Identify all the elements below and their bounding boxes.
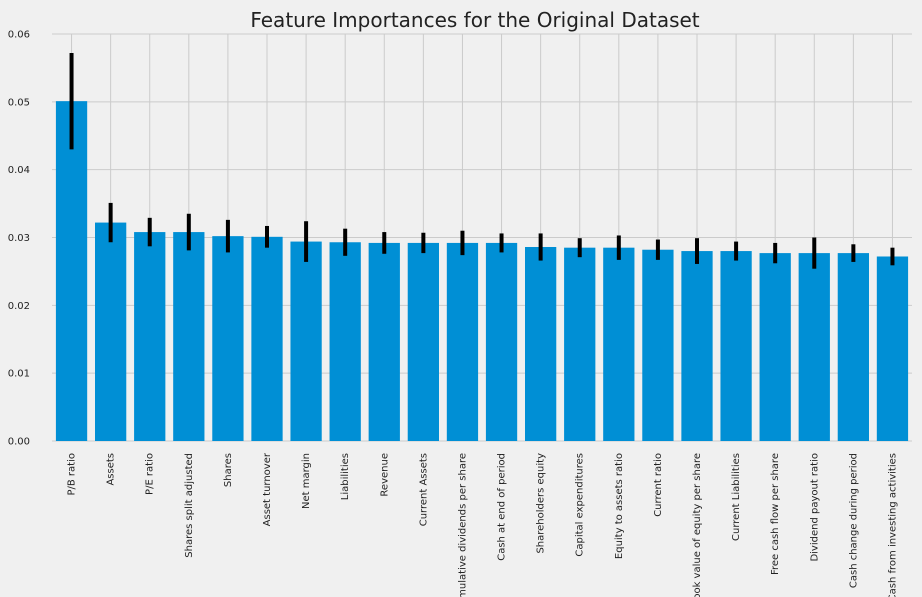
bar bbox=[212, 236, 244, 441]
bar bbox=[55, 101, 88, 441]
x-tick-label: Asset turnover bbox=[262, 452, 273, 526]
bar bbox=[485, 242, 518, 441]
x-tick-label: Shares bbox=[223, 453, 234, 487]
x-axis-ticks: P/B ratio Assets P/E ratio Shares split adj… bbox=[67, 452, 899, 597]
bar bbox=[681, 251, 713, 441]
y-tick-label: 0.03 bbox=[8, 233, 30, 244]
x-tick-label: Book value of equity per share bbox=[692, 453, 703, 597]
y-tick-label: 0.06 bbox=[8, 30, 30, 41]
bar bbox=[720, 251, 752, 441]
x-tick-label: Revenue bbox=[379, 453, 390, 497]
x-tick-label: Dividend payout ratio bbox=[809, 453, 820, 562]
bar bbox=[95, 222, 127, 441]
bar bbox=[251, 236, 283, 441]
y-tick-label: 0.05 bbox=[8, 97, 30, 108]
x-tick-label: Shareholders equity bbox=[536, 453, 547, 554]
bar bbox=[798, 253, 830, 441]
x-tick-label: Equity to assets ratio bbox=[614, 453, 625, 559]
bar bbox=[368, 242, 400, 441]
x-tick-label: Free cash flow per share bbox=[770, 453, 781, 575]
x-tick-label: Current ratio bbox=[653, 453, 664, 517]
bar bbox=[759, 253, 791, 441]
error-bars-layer bbox=[69, 52, 895, 269]
x-tick-label: Shares split adjusted bbox=[184, 453, 195, 558]
y-tick-label: 0.00 bbox=[8, 437, 30, 448]
x-tick-label: Capital expenditures bbox=[575, 453, 586, 557]
x-tick-label: Current Liabilities bbox=[731, 453, 742, 541]
x-tick-label: Cumulative dividends per share bbox=[457, 453, 468, 597]
bar bbox=[173, 232, 205, 441]
x-tick-label: Cash at end of period bbox=[497, 453, 508, 561]
bar bbox=[876, 256, 909, 441]
x-tick-label: P/E ratio bbox=[145, 453, 156, 495]
y-tick-label: 0.04 bbox=[8, 165, 30, 176]
bar bbox=[407, 242, 439, 441]
chart-title: Feature Importances for the Original Dat… bbox=[250, 8, 699, 32]
bar bbox=[837, 253, 869, 441]
y-axis-ticks: 0.00 0.01 0.02 0.03 0.04 0.05 0.06 bbox=[8, 30, 30, 448]
bar bbox=[564, 247, 596, 441]
x-tick-label: Net margin bbox=[301, 453, 312, 509]
y-tick-label: 0.02 bbox=[8, 301, 30, 312]
x-tick-label: Liabilities bbox=[340, 453, 351, 500]
bar bbox=[134, 232, 166, 441]
x-tick-label: Current Assets bbox=[418, 453, 429, 526]
bar bbox=[290, 241, 322, 441]
bar bbox=[603, 247, 635, 441]
x-tick-label: Assets bbox=[106, 453, 117, 486]
bar bbox=[642, 249, 674, 441]
bar bbox=[446, 242, 479, 441]
y-tick-label: 0.01 bbox=[8, 369, 30, 380]
bar bbox=[525, 246, 557, 441]
bar bbox=[329, 242, 361, 441]
bars-layer bbox=[55, 101, 909, 441]
x-tick-label: Cash from investing activities bbox=[887, 453, 898, 597]
x-tick-label: Cash change during period bbox=[848, 453, 859, 588]
x-tick-label: P/B ratio bbox=[67, 453, 78, 496]
